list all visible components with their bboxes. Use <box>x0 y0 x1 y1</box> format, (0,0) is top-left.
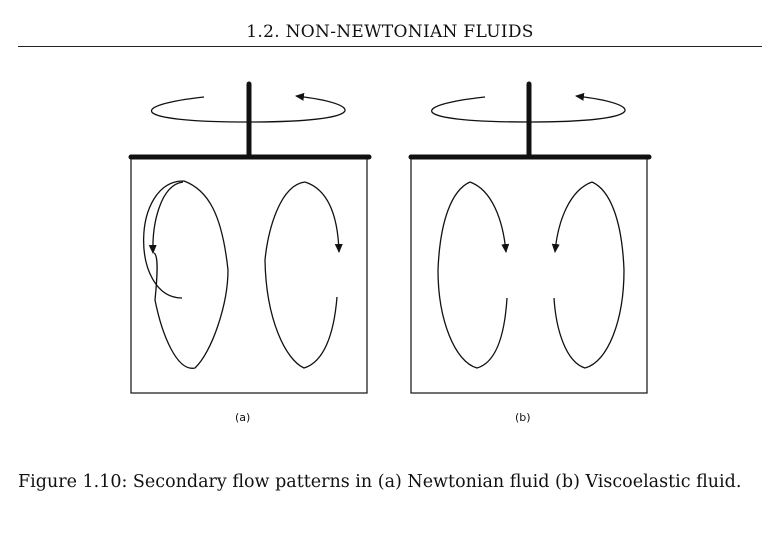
panel-a-right-vortex-arrow <box>304 181 343 253</box>
panel-b-viscoelastic <box>408 81 652 394</box>
panel-a-right-vortex <box>264 181 338 369</box>
panel-a-label: (a) <box>235 411 251 424</box>
panel-b-rotation-arrow <box>431 92 626 123</box>
panel-b-container <box>410 156 648 394</box>
panel-b-left-vortex-arrow <box>469 181 510 253</box>
figure-caption: Figure 1.10: Secondary flow patterns in … <box>18 472 742 492</box>
running-head: 1.2. NON-NEWTONIAN FLUIDS <box>246 22 534 42</box>
panel-a-left-vortex-arrow <box>148 181 184 254</box>
panel-b-label: (b) <box>515 411 531 424</box>
panel-b-right-vortex <box>553 181 625 369</box>
panel-a-rotation-arrow <box>150 92 346 123</box>
panel-a-newtonian <box>128 81 372 394</box>
header-rule <box>18 46 762 47</box>
panel-b-left-vortex <box>437 181 508 369</box>
panel-a-left-vortex <box>143 180 229 369</box>
panel-b-right-vortex-arrow <box>551 181 593 253</box>
